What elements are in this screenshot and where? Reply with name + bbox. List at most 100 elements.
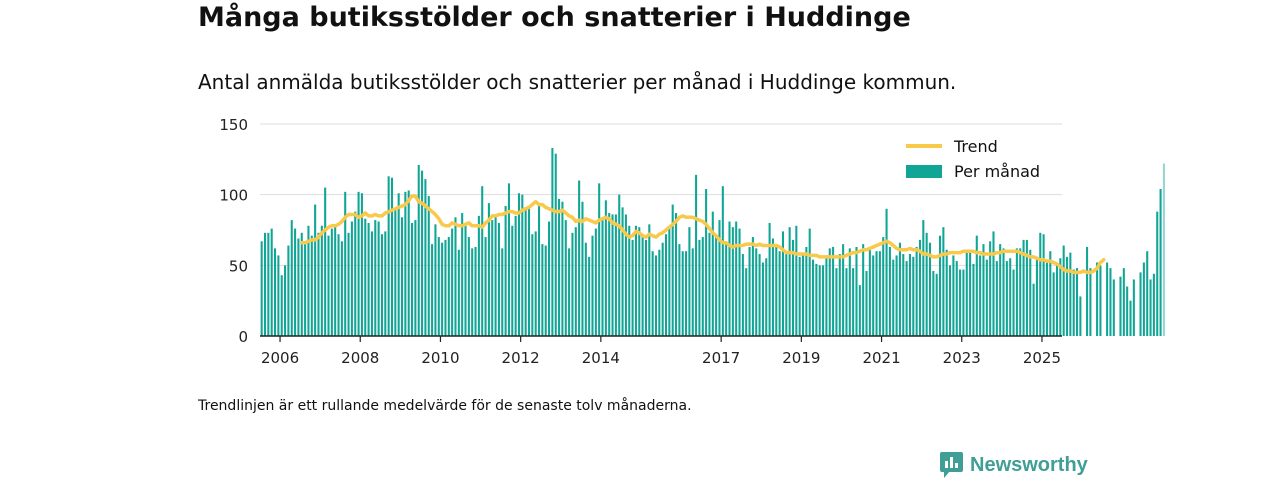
bar [1072,269,1075,336]
bar [815,263,818,336]
bar [868,249,871,336]
bar [507,183,510,336]
bar [574,227,577,336]
bar [965,252,968,336]
bar [902,254,905,336]
bar [895,255,898,336]
bar [618,194,621,336]
bar [925,232,928,336]
bar [962,269,965,336]
bar [905,261,908,336]
bar [738,228,741,336]
x-tick-label: 2014 [582,349,620,367]
legend-trend-label: Trend [953,137,998,156]
bar [517,193,521,336]
bar [641,237,644,336]
bar [501,248,504,336]
bar [1032,283,1035,336]
bar [1062,245,1065,336]
bar [400,217,404,336]
bar [915,246,918,336]
bar [1146,251,1149,336]
bar [972,263,975,336]
bar [274,248,277,336]
bar [761,262,764,336]
bar [340,241,343,336]
bar [434,224,437,336]
bar [918,239,922,336]
bar [765,258,768,336]
bar [447,237,450,336]
bar [380,234,384,336]
bar [347,232,350,336]
bar [812,259,815,336]
bar [1059,258,1062,336]
x-tick-label: 2019 [782,349,820,367]
bar [878,251,881,336]
bar [304,244,307,336]
bar [537,204,541,336]
bar [367,222,370,336]
bar [862,244,865,336]
bar [688,227,691,336]
bar [350,221,353,336]
bar [297,238,300,336]
bar [310,235,313,336]
bar [922,220,925,336]
bar [1009,258,1012,336]
bar [932,270,935,336]
bar [357,191,360,336]
chart-subtitle: Antal anmälda butiksstölder och snatteri… [198,70,957,94]
y-tick-label: 50 [229,257,248,275]
x-tick-label: 2021 [862,349,900,367]
bar [741,254,744,336]
bar [474,246,477,336]
bar [1019,248,1022,336]
bar [320,225,323,336]
bar [675,213,678,336]
bar [390,177,394,336]
bar [1052,272,1055,336]
bar [848,248,851,336]
bar [949,265,952,336]
bar [785,251,788,336]
bar [715,235,718,336]
bar [484,237,487,336]
bar [685,251,688,336]
bar [407,190,410,336]
bar [514,215,517,336]
bar [992,231,995,336]
bar [561,201,564,336]
bar [1109,268,1112,336]
bar [314,204,317,336]
bar [1099,265,1102,336]
legend-bar-label: Per månad [954,162,1040,181]
trend-line [300,194,1106,275]
bar [558,198,561,336]
bar [327,235,330,336]
bar [985,259,988,336]
bar [975,235,978,336]
bar [638,227,641,336]
bar [1122,268,1125,336]
bar [578,180,581,336]
bar [1035,256,1038,336]
bar [845,268,848,336]
bar [467,237,470,336]
bar [908,254,911,336]
bar [1002,248,1005,336]
bar [718,220,721,336]
bar [1045,262,1048,336]
bar [885,208,888,336]
bar [1022,239,1025,336]
bar [1149,279,1152,336]
bar [284,265,287,336]
bar [1112,279,1115,336]
bar [584,242,587,336]
bar [497,222,500,336]
bar [344,191,347,336]
bar [912,256,915,336]
bar [404,191,407,336]
bar [377,221,380,336]
bar [945,249,948,336]
